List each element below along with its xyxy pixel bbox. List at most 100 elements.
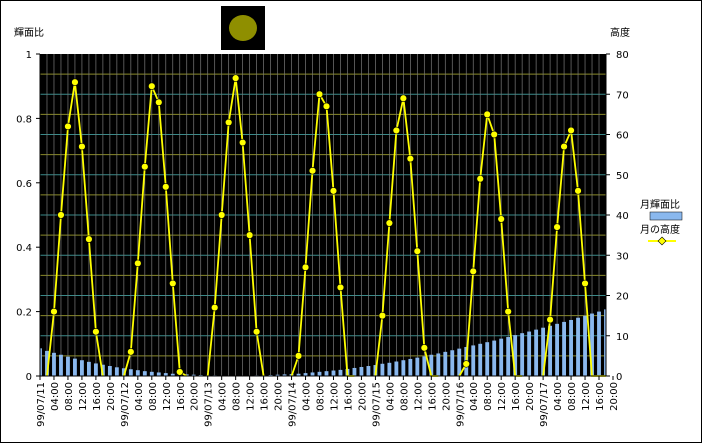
x-tick-label: 12:00 bbox=[330, 382, 341, 411]
y-right-tick-label: 20 bbox=[616, 292, 629, 303]
x-tick-label: 04:00 bbox=[50, 382, 61, 411]
brightness-bar bbox=[534, 329, 539, 376]
altitude-marker bbox=[245, 231, 254, 239]
brightness-bar bbox=[45, 350, 49, 376]
altitude-line bbox=[123, 85, 188, 377]
brightness-bar bbox=[555, 323, 560, 376]
altitude-marker bbox=[392, 126, 401, 135]
altitude-marker bbox=[92, 328, 100, 336]
y-left-tick-labels: 0 0.2 0.4 0.6 0.8 1 bbox=[16, 50, 40, 383]
y-left-tick-label: 0.2 bbox=[16, 308, 32, 319]
brightness-bar bbox=[506, 337, 511, 376]
x-tick-label: 20:00 bbox=[525, 382, 536, 411]
altitude-marker bbox=[301, 263, 310, 272]
x-tick-label: 20:00 bbox=[357, 382, 368, 411]
altitude-marker bbox=[315, 90, 324, 98]
brightness-bar bbox=[331, 370, 336, 376]
altitude-line bbox=[290, 91, 355, 377]
brightness-bar bbox=[52, 352, 56, 376]
x-tick-label: 04:00 bbox=[218, 382, 229, 411]
altitude-marker bbox=[238, 138, 247, 147]
altitude-marker bbox=[78, 142, 86, 151]
brightness-bar bbox=[59, 354, 63, 376]
altitude-marker bbox=[294, 352, 303, 360]
altitude-marker bbox=[469, 267, 477, 276]
x-tick-label: 99/07/16 bbox=[455, 382, 466, 427]
altitude-marker bbox=[567, 126, 575, 135]
brightness-bar bbox=[492, 340, 497, 376]
x-tick-label: 08:00 bbox=[232, 382, 243, 411]
brightness-bar bbox=[282, 374, 287, 376]
altitude-marker bbox=[399, 94, 408, 102]
brightness-bar bbox=[170, 373, 175, 376]
altitude-marker bbox=[148, 82, 156, 90]
x-tick-label: 99/07/14 bbox=[288, 382, 299, 427]
altitude-marker bbox=[64, 122, 72, 131]
line-series bbox=[46, 74, 606, 377]
brightness-bar bbox=[541, 327, 546, 376]
brightness-bar bbox=[107, 366, 112, 376]
brightness-bar bbox=[191, 374, 196, 376]
brightness-bar bbox=[73, 358, 77, 376]
altitude-marker bbox=[574, 187, 582, 195]
brightness-bar bbox=[66, 356, 70, 376]
brightness-bar bbox=[604, 309, 606, 376]
brightness-bar bbox=[128, 369, 133, 376]
legend-swatch-brightness bbox=[649, 211, 683, 221]
altitude-marker bbox=[560, 142, 568, 151]
brightness-bar bbox=[156, 372, 161, 376]
brightness-bar bbox=[93, 363, 98, 376]
altitude-marker bbox=[71, 78, 79, 86]
brightness-bar bbox=[590, 313, 594, 376]
altitude-line bbox=[458, 114, 523, 377]
x-tick-label: 99/07/11 bbox=[36, 382, 47, 427]
x-tick-label: 20:00 bbox=[441, 382, 452, 411]
altitude-marker bbox=[336, 283, 345, 292]
y-right-tick-labels: 0 10 20 30 40 50 60 70 80 bbox=[606, 50, 629, 383]
altitude-marker bbox=[224, 118, 233, 127]
brightness-bar bbox=[576, 317, 580, 376]
brightness-bar bbox=[499, 338, 504, 376]
altitude-marker bbox=[413, 247, 422, 255]
x-tick-label: 16:00 bbox=[595, 382, 606, 411]
brightness-bar bbox=[548, 325, 553, 376]
altitude-marker bbox=[546, 315, 554, 324]
x-tick-label: 08:00 bbox=[483, 382, 494, 411]
x-tick-label: 16:00 bbox=[92, 382, 103, 411]
moon-phase-icon bbox=[221, 6, 265, 50]
altitude-marker bbox=[322, 102, 331, 111]
y-right-tick-label: 80 bbox=[616, 50, 629, 61]
y-left-axis-title: 輝面比 bbox=[14, 27, 44, 39]
brightness-bar bbox=[513, 335, 518, 376]
brightness-bar bbox=[450, 350, 455, 376]
brightness-bar bbox=[142, 371, 147, 376]
x-tick-label: 08:00 bbox=[64, 382, 75, 411]
legend-swatch-altitude-marker bbox=[657, 236, 667, 246]
x-tick-label: 99/07/17 bbox=[539, 382, 550, 427]
x-tick-label: 12:00 bbox=[497, 382, 508, 411]
y-right-tick-label: 30 bbox=[616, 251, 629, 262]
brightness-bar bbox=[275, 374, 280, 376]
altitude-marker bbox=[50, 307, 58, 316]
altitude-marker bbox=[141, 163, 149, 171]
altitude-marker bbox=[155, 98, 163, 107]
y-right-tick-label: 10 bbox=[616, 332, 629, 343]
altitude-marker bbox=[483, 110, 491, 119]
altitude-marker bbox=[308, 167, 317, 175]
x-tick-label: 16:00 bbox=[260, 382, 271, 411]
y-right-tick-label: 40 bbox=[616, 211, 629, 222]
brightness-bar bbox=[583, 315, 587, 376]
brightness-bar bbox=[394, 361, 399, 376]
brightness-bar bbox=[338, 369, 343, 376]
brightness-bar bbox=[86, 361, 91, 376]
altitude-marker bbox=[385, 219, 394, 227]
brightness-bar bbox=[359, 366, 364, 376]
altitude-marker bbox=[162, 183, 170, 191]
brightness-bar bbox=[380, 363, 385, 376]
y-left-tick-label: 0.8 bbox=[16, 114, 32, 125]
brightness-bar bbox=[569, 319, 573, 376]
altitude-marker bbox=[497, 215, 505, 223]
altitude-marker bbox=[581, 279, 589, 288]
brightness-bar bbox=[352, 367, 357, 376]
